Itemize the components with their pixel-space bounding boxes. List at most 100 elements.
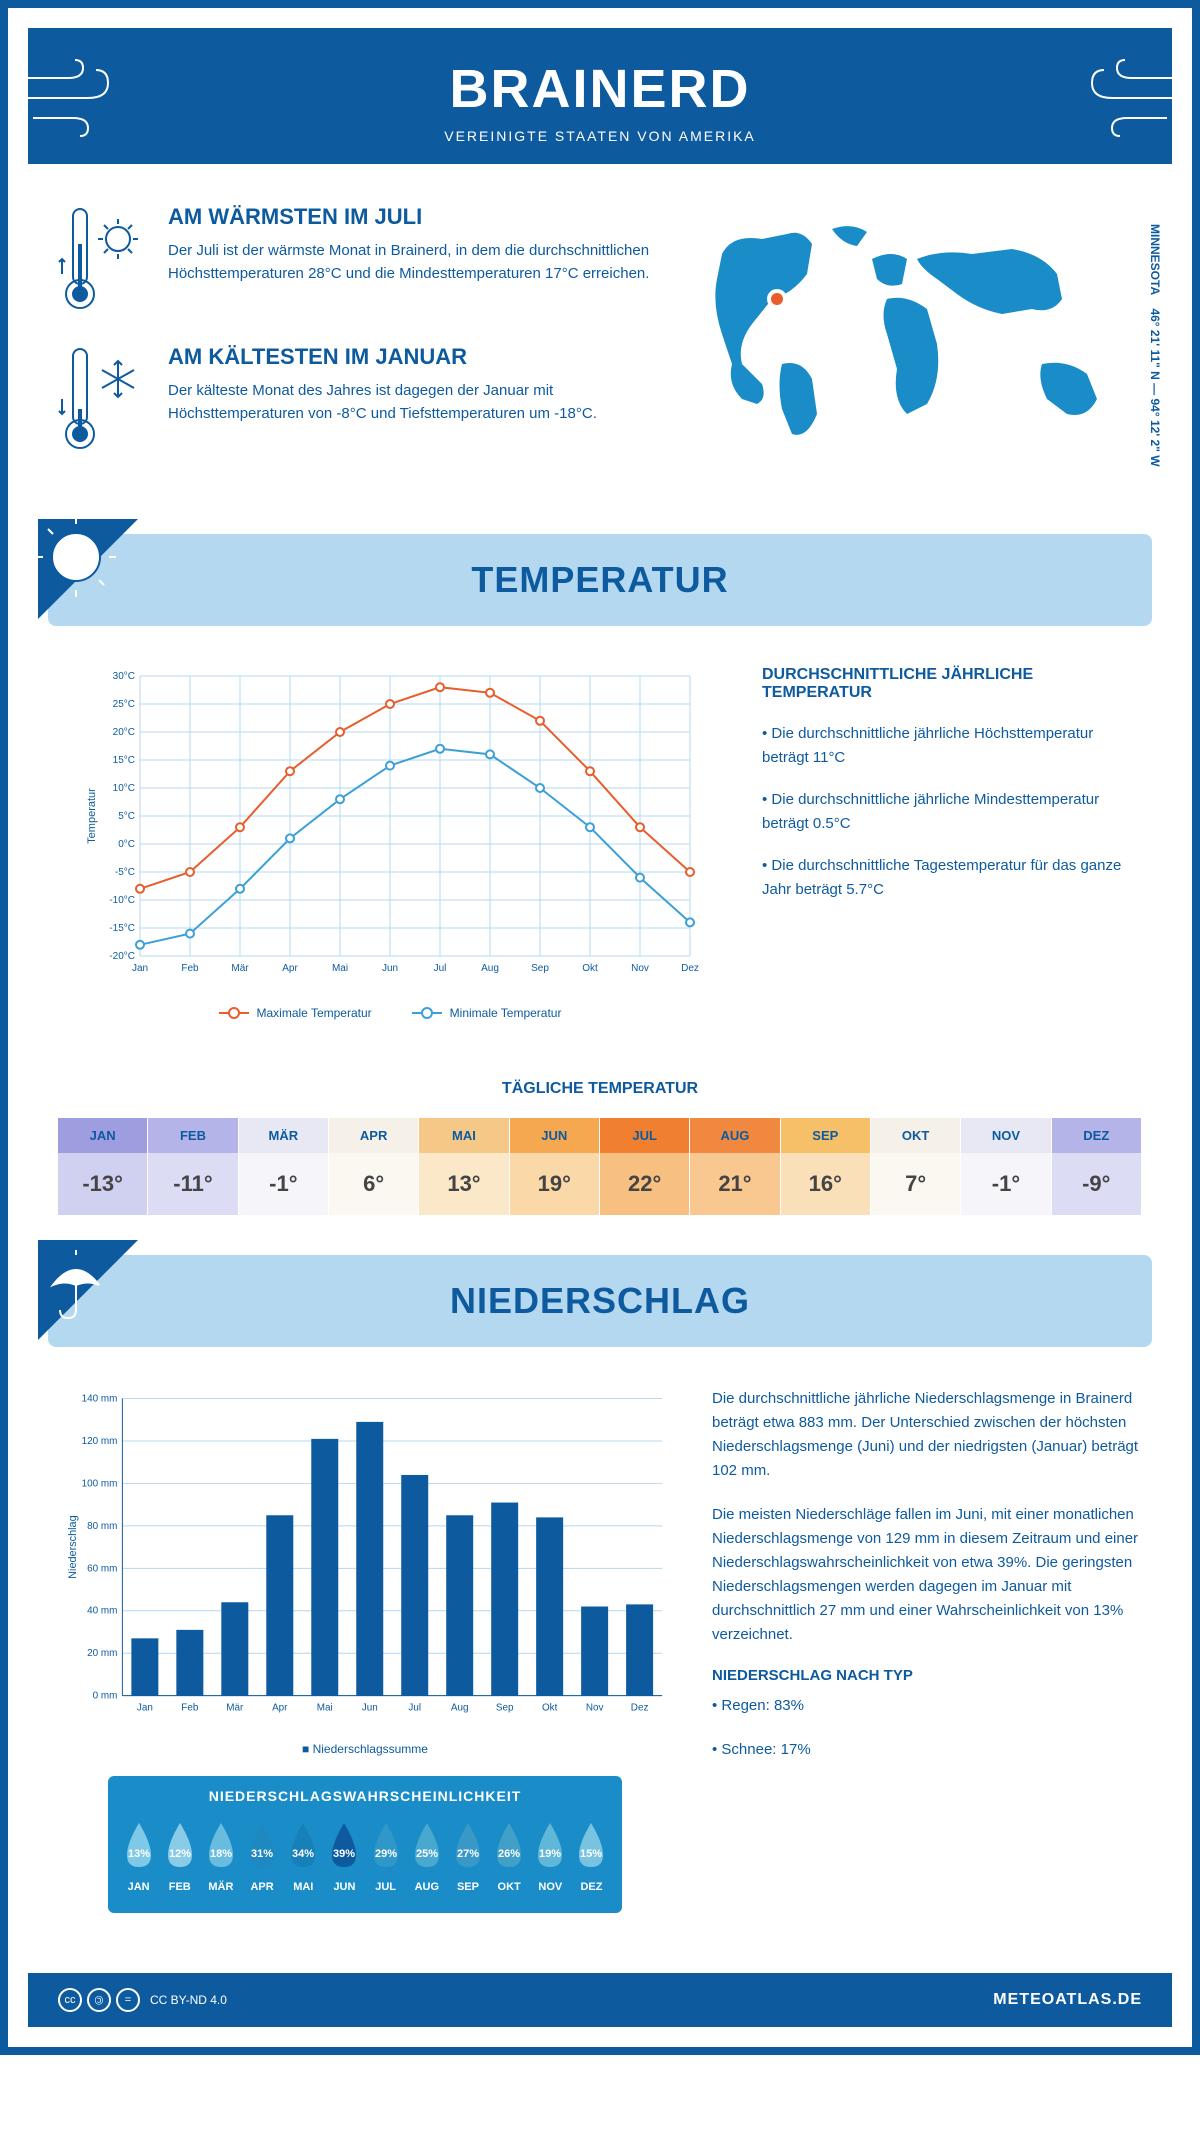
coldest-text: Der kälteste Monat des Jahres ist dagege…	[168, 380, 652, 425]
svg-text:34%: 34%	[292, 1848, 314, 1860]
svg-text:Jul: Jul	[434, 963, 447, 974]
probability-box: NIEDERSCHLAGSWAHRSCHEINLICHKEIT 13%JAN12…	[108, 1776, 622, 1913]
page-title: BRAINERD	[48, 58, 1152, 120]
cc-icon: cc	[58, 1988, 82, 2012]
umbrella-icon	[38, 1240, 138, 1340]
temperature-section-header: TEMPERATUR	[48, 534, 1152, 626]
svg-text:12%: 12%	[169, 1848, 191, 1860]
svg-text:15°C: 15°C	[113, 755, 135, 766]
svg-text:Okt: Okt	[542, 1703, 558, 1714]
world-map	[692, 204, 1142, 454]
probability-drop: 39%JUN	[324, 1821, 365, 1893]
probability-drop: 26%OKT	[489, 1821, 530, 1893]
svg-text:Nov: Nov	[631, 963, 649, 974]
footer: cc 🄯 = CC BY-ND 4.0 METEOATLAS.DE	[28, 1973, 1172, 2027]
header: BRAINERD VEREINIGTE STAATEN VON AMERIKA	[28, 28, 1172, 164]
svg-text:25%: 25%	[416, 1848, 438, 1860]
probability-drop: 34%MAI	[283, 1821, 324, 1893]
coordinates: MINNESOTA 46° 21' 11" N — 94° 12' 2" W	[1148, 224, 1162, 467]
svg-text:20°C: 20°C	[113, 727, 135, 738]
svg-text:29%: 29%	[375, 1848, 397, 1860]
probability-drop: 19%NOV	[530, 1821, 571, 1893]
nd-icon: =	[116, 1988, 140, 2012]
bar-legend: Niederschlagssumme	[58, 1742, 672, 1756]
wind-icon	[18, 58, 118, 138]
probability-drop: 13%JAN	[118, 1821, 159, 1893]
svg-text:Jul: Jul	[408, 1703, 421, 1714]
svg-text:20 mm: 20 mm	[87, 1648, 117, 1659]
svg-text:Feb: Feb	[181, 1703, 199, 1714]
daily-temperature-table: JAN-13°FEB-11°MÄR-1°APR6°MAI13°JUN19°JUL…	[58, 1118, 1142, 1215]
probability-drop: 29%JUL	[365, 1821, 406, 1893]
thermometer-hot-icon	[58, 204, 148, 314]
warmest-title: AM WÄRMSTEN IM JULI	[168, 204, 652, 230]
svg-text:0 mm: 0 mm	[93, 1691, 118, 1702]
svg-text:80 mm: 80 mm	[87, 1521, 117, 1532]
svg-text:Niederschlag: Niederschlag	[67, 1515, 79, 1578]
svg-text:27%: 27%	[457, 1848, 479, 1860]
temp-cell: FEB-11°	[148, 1118, 238, 1215]
temp-cell: JAN-13°	[58, 1118, 148, 1215]
wind-icon	[1082, 58, 1182, 138]
svg-text:100 mm: 100 mm	[82, 1478, 118, 1489]
probability-drop: 25%AUG	[406, 1821, 447, 1893]
temperature-title: TEMPERATUR	[73, 559, 1127, 601]
svg-text:30°C: 30°C	[113, 671, 135, 682]
probability-drop: 31%APR	[242, 1821, 283, 1893]
svg-text:Sep: Sep	[496, 1703, 514, 1714]
svg-text:Jan: Jan	[132, 963, 148, 974]
svg-text:Sep: Sep	[531, 963, 549, 974]
svg-text:Temperatur: Temperatur	[86, 788, 98, 844]
warmest-text: Der Juli ist der wärmste Monat in Braine…	[168, 240, 652, 285]
svg-text:Nov: Nov	[586, 1703, 604, 1714]
svg-text:19%: 19%	[539, 1848, 561, 1860]
svg-text:15%: 15%	[580, 1848, 602, 1860]
by-icon: 🄯	[87, 1988, 111, 2012]
svg-text:Aug: Aug	[451, 1703, 469, 1714]
precipitation-bar-chart: 0 mm20 mm40 mm60 mm80 mm100 mm120 mm140 …	[58, 1387, 672, 1727]
temp-cell: JUL22°	[600, 1118, 690, 1215]
svg-text:Jan: Jan	[137, 1703, 153, 1714]
svg-text:Jun: Jun	[362, 1703, 378, 1714]
site-name: METEOATLAS.DE	[993, 1991, 1142, 2009]
svg-text:26%: 26%	[498, 1848, 520, 1860]
svg-text:39%: 39%	[333, 1848, 355, 1860]
daily-temp-title: TÄGLICHE TEMPERATUR	[8, 1080, 1192, 1098]
temp-cell: AUG21°	[690, 1118, 780, 1215]
svg-text:-10°C: -10°C	[109, 895, 135, 906]
svg-text:31%: 31%	[251, 1848, 273, 1860]
temp-cell: JUN19°	[510, 1118, 600, 1215]
temp-cell: MÄR-1°	[239, 1118, 329, 1215]
probability-drop: 27%SEP	[447, 1821, 488, 1893]
svg-text:-15°C: -15°C	[109, 923, 135, 934]
probability-drop: 12%FEB	[159, 1821, 200, 1893]
precipitation-title: NIEDERSCHLAG	[73, 1280, 1127, 1322]
svg-text:0°C: 0°C	[118, 839, 135, 850]
svg-text:25°C: 25°C	[113, 699, 135, 710]
svg-text:120 mm: 120 mm	[82, 1436, 118, 1447]
svg-text:Aug: Aug	[481, 963, 499, 974]
temp-cell: SEP16°	[781, 1118, 871, 1215]
svg-text:Mai: Mai	[332, 963, 348, 974]
svg-text:Mai: Mai	[317, 1703, 333, 1714]
page-subtitle: VEREINIGTE STAATEN VON AMERIKA	[48, 128, 1152, 144]
svg-text:40 mm: 40 mm	[87, 1606, 117, 1617]
precipitation-info: Die durchschnittliche jährliche Niedersc…	[712, 1387, 1142, 1953]
chart-legend: Maximale Temperatur Minimale Temperatur	[58, 1006, 722, 1020]
svg-text:13%: 13%	[128, 1848, 150, 1860]
svg-text:Apr: Apr	[272, 1703, 288, 1714]
svg-text:Jun: Jun	[382, 963, 398, 974]
sun-icon	[38, 519, 138, 619]
svg-text:-20°C: -20°C	[109, 951, 135, 962]
svg-text:Dez: Dez	[681, 963, 699, 974]
temp-cell: MAI13°	[419, 1118, 509, 1215]
temperature-info: DURCHSCHNITTLICHE JÄHRLICHE TEMPERATUR •…	[762, 666, 1142, 1020]
svg-text:60 mm: 60 mm	[87, 1563, 117, 1574]
svg-text:Mär: Mär	[226, 1703, 244, 1714]
intro-section: AM WÄRMSTEN IM JULI Der Juli ist der wär…	[8, 164, 1192, 514]
svg-text:Apr: Apr	[282, 963, 298, 974]
svg-text:10°C: 10°C	[113, 783, 135, 794]
temp-cell: APR6°	[329, 1118, 419, 1215]
svg-text:Mär: Mär	[231, 963, 249, 974]
temp-cell: NOV-1°	[961, 1118, 1051, 1215]
